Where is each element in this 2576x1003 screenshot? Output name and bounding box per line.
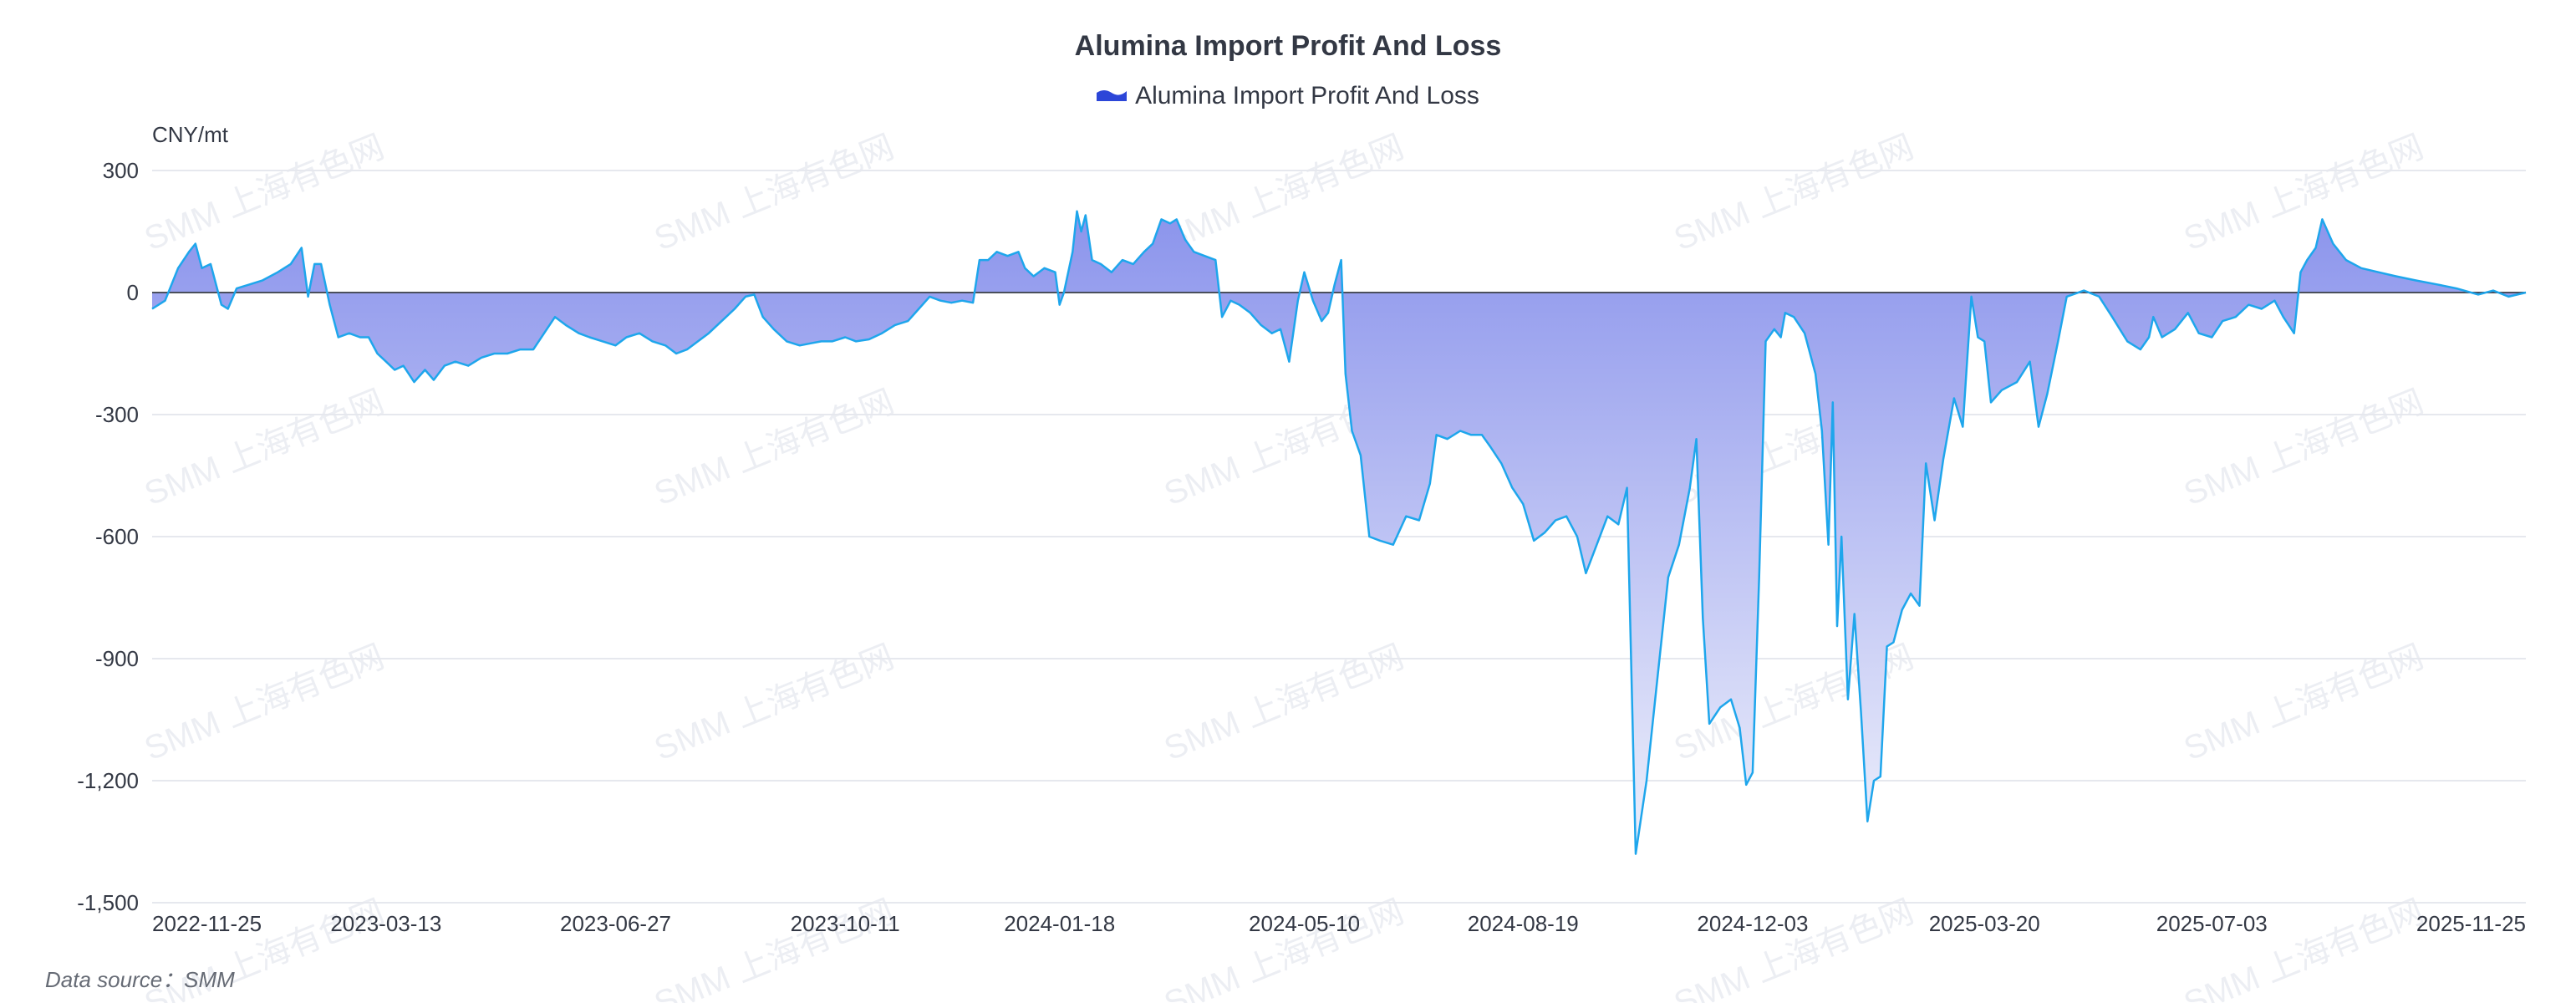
y-axis-unit: CNY/mt	[152, 122, 228, 147]
watermark-text: SMM 上海有色网	[1669, 894, 1919, 1003]
watermark-text: SMM 上海有色网	[2179, 384, 2429, 513]
y-tick-label: 0	[127, 280, 139, 305]
watermark-text: SMM 上海有色网	[2179, 129, 2429, 258]
watermark-text: SMM 上海有色网	[1159, 639, 1409, 768]
y-tick-label: -1,200	[77, 768, 139, 793]
x-tick-label: 2023-06-27	[560, 911, 671, 936]
watermark-text: SMM 上海有色网	[649, 639, 899, 768]
watermark-text: SMM 上海有色网	[649, 129, 899, 258]
data-source: Data source：SMM	[45, 967, 235, 992]
legend-area-icon	[1097, 90, 1128, 102]
x-tick-label: 2024-12-03	[1697, 911, 1808, 936]
x-tick-label: 2023-10-11	[791, 911, 900, 936]
watermark-text: SMM 上海有色网	[2179, 894, 2429, 1003]
watermark-text: SMM 上海有色网	[1159, 894, 1409, 1003]
x-tick-label: 2024-08-19	[1468, 911, 1579, 936]
watermark-text: SMM 上海有色网	[140, 129, 389, 258]
y-tick-label: -900	[95, 646, 139, 671]
legend-label: Alumina Import Profit And Loss	[1135, 82, 1479, 109]
x-tick-label: 2023-03-13	[330, 911, 441, 936]
series-line	[151, 210, 2527, 855]
grid-lines	[152, 170, 2526, 904]
watermark-text: SMM 上海有色网	[649, 894, 899, 1003]
watermark-text: SMM 上海有色网	[140, 639, 389, 768]
x-tick-label: 2025-07-03	[2156, 911, 2268, 936]
x-axis: 2022-11-25 2023-03-13 2023-06-27 2023-10-11…	[152, 911, 2526, 936]
x-tick-label: 2022-11-25	[152, 911, 262, 936]
legend[interactable]: Alumina Import Profit And Loss	[0, 82, 2576, 110]
x-tick-label: 2025-03-20	[1929, 911, 2040, 936]
series-area	[152, 211, 2526, 854]
watermark-text: SMM 上海有色网	[140, 384, 389, 513]
y-tick-label: -600	[95, 524, 139, 549]
y-tick-label: -1,500	[77, 890, 139, 915]
watermarks: SMM 上海有色网 SMM 上海有色网 SMM 上海有色网 SMM 上海有色网 SMM …	[140, 129, 2429, 1003]
x-tick-label: 2024-05-10	[1249, 911, 1360, 936]
y-axis: 300 0 -300 -600 -900 -1,200 -1,500	[77, 158, 139, 915]
y-tick-label: -300	[95, 402, 139, 427]
watermark-text: SMM 上海有色网	[1159, 129, 1409, 258]
x-tick-label: 2024-01-18	[1004, 911, 1115, 936]
watermark-text: SMM 上海有色网	[1669, 129, 1919, 258]
chart-title: Alumina Import Profit And Loss	[1074, 30, 1502, 62]
watermark-text: SMM 上海有色网	[2179, 639, 2429, 768]
x-tick-label: 2025-11-25	[2416, 911, 2526, 936]
watermark-text: SMM 上海有色网	[649, 384, 899, 513]
y-tick-label: 300	[103, 158, 139, 183]
